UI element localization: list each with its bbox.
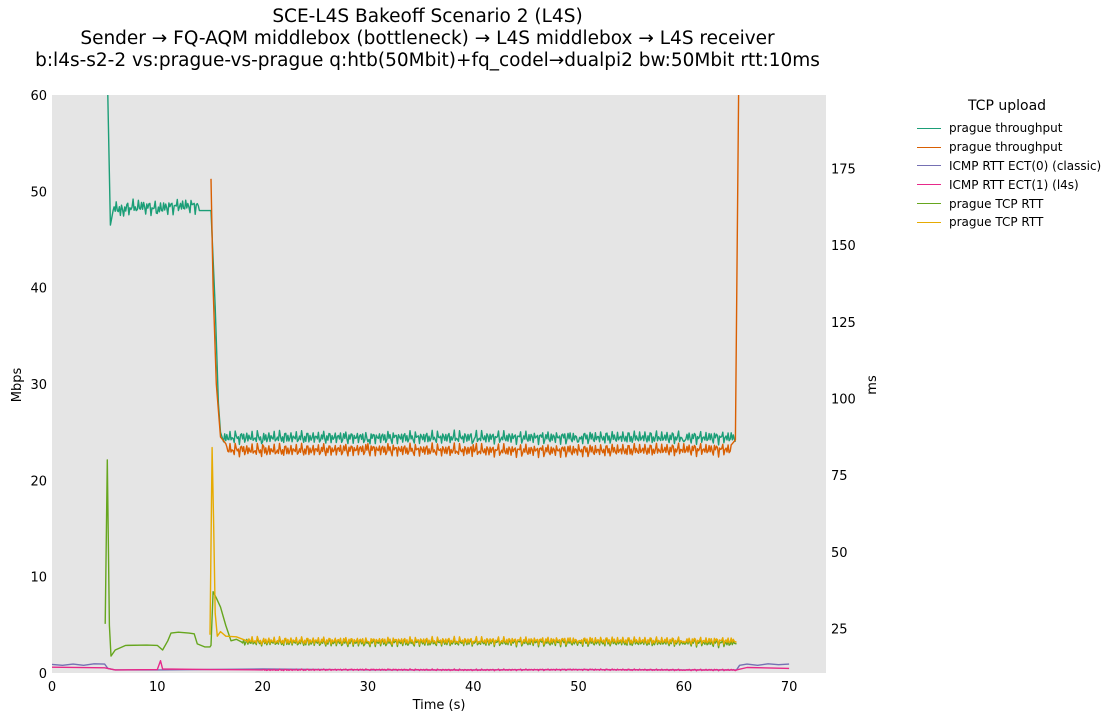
- series-layer: [51, 94, 790, 672]
- chart-title: SCE-L4S Bakeoff Scenario 2 (L4S): [272, 6, 583, 27]
- legend-label: prague throughput: [949, 140, 1063, 155]
- legend-label: prague TCP RTT: [949, 215, 1044, 230]
- left-y-tick-label: 10: [30, 571, 47, 586]
- legend-label: ICMP RTT ECT(0) (classic): [949, 158, 1102, 173]
- series-line-5: [209, 446, 737, 646]
- legend-swatch: [917, 146, 941, 148]
- right-y-axis-label: ms: [865, 375, 880, 395]
- legend: TCP upload prague throughput prague throu…: [912, 98, 1102, 232]
- legend-swatch: [917, 184, 941, 186]
- x-tick-label: 10: [149, 680, 166, 695]
- legend-item-5: prague TCP RTT: [912, 213, 1102, 232]
- legend-swatch: [917, 127, 941, 129]
- legend-items: prague throughput prague throughput ICMP R…: [912, 119, 1102, 232]
- legend-item-2: ICMP RTT ECT(0) (classic): [912, 157, 1102, 176]
- legend-label: ICMP RTT ECT(1) (l4s): [949, 177, 1079, 192]
- right-y-tick-label: 75: [831, 469, 848, 484]
- x-axis-label: Time (s): [412, 698, 466, 713]
- legend-label: prague TCP RTT: [949, 196, 1044, 211]
- chart-subtitle-1: Sender → FQ-AQM middlebox (bottleneck) →…: [80, 28, 775, 49]
- right-y-tick-label: 175: [831, 163, 856, 178]
- x-tick-label: 0: [48, 680, 56, 695]
- left-y-tick-label: 60: [30, 89, 47, 104]
- chart-title-block: SCE-L4S Bakeoff Scenario 2 (L4S) Sender …: [0, 6, 855, 72]
- right-y-tick-label: 100: [831, 393, 856, 408]
- left-y-tick-label: 30: [30, 378, 47, 393]
- plot-background: [52, 95, 826, 673]
- legend-title: TCP upload: [967, 98, 1047, 114]
- x-tick-label: 50: [570, 680, 587, 695]
- legend-label: prague throughput: [949, 121, 1063, 136]
- chart-subtitle-2: b:l4s-s2-2 vs:prague-vs-prague q:htb(50M…: [35, 50, 820, 71]
- legend-swatch: [917, 203, 941, 205]
- left-y-tick-label: 20: [30, 474, 47, 489]
- right-y-tick-label: 125: [831, 316, 856, 331]
- left-y-axis-label: Mbps: [10, 368, 25, 403]
- legend-item-3: ICMP RTT ECT(1) (l4s): [912, 175, 1102, 194]
- x-tick-label: 20: [254, 680, 271, 695]
- series-line-3: [51, 660, 790, 672]
- legend-item-4: prague TCP RTT: [912, 194, 1102, 213]
- left-y-tick-label: 40: [30, 282, 47, 297]
- legend-swatch: [917, 165, 941, 167]
- right-y-axis-ticks: 25 50 75 100 125 150 175: [831, 163, 856, 638]
- legend-item-1: prague throughput: [912, 138, 1102, 157]
- right-y-tick-label: 25: [831, 623, 848, 638]
- series-line-1: [210, 94, 740, 459]
- x-tick-label: 60: [676, 680, 693, 695]
- right-y-tick-label: 150: [831, 239, 856, 254]
- x-tick-label: 70: [781, 680, 798, 695]
- left-y-axis-ticks: 0 10 20 30 40 50 60: [30, 89, 47, 682]
- left-y-tick-label: 0: [39, 667, 47, 682]
- legend-item-0: prague throughput: [912, 119, 1102, 138]
- legend-swatch: [917, 221, 941, 223]
- series-line-0: [107, 94, 737, 446]
- left-y-tick-label: 50: [30, 185, 47, 200]
- right-y-tick-label: 50: [831, 546, 848, 561]
- x-tick-label: 30: [360, 680, 377, 695]
- x-axis-ticks: 0 10 20 30 40 50 60 70: [48, 680, 798, 695]
- x-tick-label: 40: [465, 680, 482, 695]
